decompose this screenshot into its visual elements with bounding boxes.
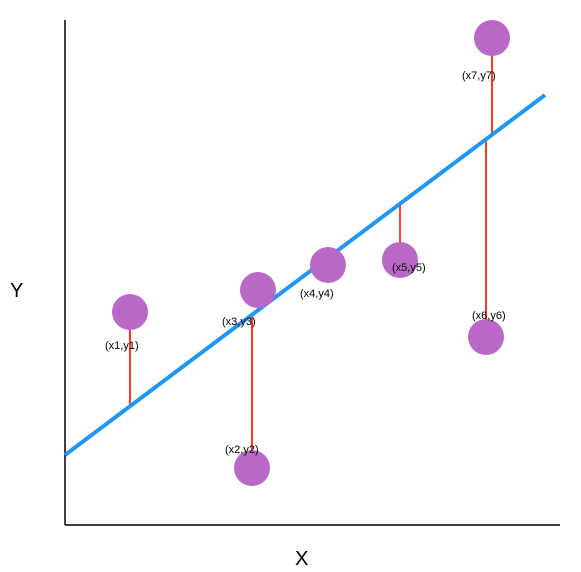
residual-lines <box>130 38 492 468</box>
regression-chart: Y X (x1,y1) (x2,y2) (x3,y3) (x4,y4) (x5,y5) (… <box>0 0 581 572</box>
point-label: (x2,y2) <box>225 444 259 456</box>
scatter-points <box>112 20 510 486</box>
data-point <box>310 247 346 283</box>
data-point <box>112 294 148 330</box>
point-label: (x6,y6) <box>472 310 506 322</box>
y-axis-label: Y <box>10 280 23 303</box>
chart-svg <box>0 0 581 572</box>
point-label: (x4,y4) <box>300 288 334 300</box>
x-axis-label: X <box>295 548 308 571</box>
point-label: (x3,y3) <box>222 316 256 328</box>
regression-line <box>65 95 545 455</box>
data-point <box>240 272 276 308</box>
point-label: (x7,y7) <box>462 70 496 82</box>
point-label: (x5,y5) <box>392 262 426 274</box>
data-point <box>468 319 504 355</box>
point-label: (x1,y1) <box>105 340 139 352</box>
data-point <box>474 20 510 56</box>
